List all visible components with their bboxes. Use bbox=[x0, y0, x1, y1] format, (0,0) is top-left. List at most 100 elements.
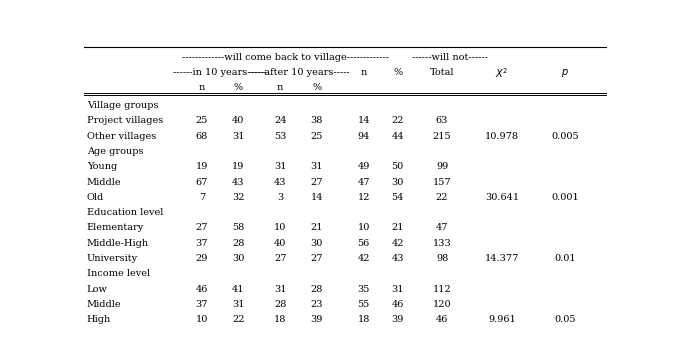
Text: 27: 27 bbox=[195, 224, 208, 233]
Text: 46: 46 bbox=[392, 300, 404, 309]
Text: 3: 3 bbox=[277, 193, 283, 202]
Text: 56: 56 bbox=[358, 239, 370, 248]
Text: University: University bbox=[87, 254, 138, 263]
Text: 46: 46 bbox=[195, 285, 208, 294]
Text: 99: 99 bbox=[436, 162, 448, 171]
Text: ------will not------: ------will not------ bbox=[412, 53, 488, 62]
Text: 112: 112 bbox=[433, 285, 452, 294]
Text: 31: 31 bbox=[274, 285, 286, 294]
Text: n: n bbox=[361, 68, 367, 77]
Text: ------in 10 years------: ------in 10 years------ bbox=[173, 68, 267, 77]
Text: 30: 30 bbox=[311, 239, 323, 248]
Text: 31: 31 bbox=[274, 162, 286, 171]
Text: 0.05: 0.05 bbox=[554, 315, 576, 324]
Text: 14: 14 bbox=[357, 116, 370, 125]
Text: 31: 31 bbox=[232, 300, 245, 309]
Text: 7: 7 bbox=[199, 193, 205, 202]
Text: 38: 38 bbox=[311, 116, 323, 125]
Text: %: % bbox=[393, 68, 402, 77]
Text: 39: 39 bbox=[311, 315, 323, 324]
Text: Education level: Education level bbox=[87, 208, 163, 217]
Text: 98: 98 bbox=[436, 254, 448, 263]
Text: 28: 28 bbox=[232, 239, 245, 248]
Text: $\it{X}^2$: $\it{X}^2$ bbox=[495, 66, 509, 80]
Text: Young: Young bbox=[87, 162, 117, 171]
Text: 43: 43 bbox=[274, 178, 286, 187]
Text: 21: 21 bbox=[392, 224, 404, 233]
Text: Total: Total bbox=[430, 68, 454, 77]
Text: 31: 31 bbox=[311, 162, 323, 171]
Text: 30: 30 bbox=[392, 178, 404, 187]
Text: 27: 27 bbox=[274, 254, 286, 263]
Text: 25: 25 bbox=[195, 116, 208, 125]
Text: 43: 43 bbox=[232, 178, 245, 187]
Text: 27: 27 bbox=[311, 178, 323, 187]
Text: n: n bbox=[277, 82, 283, 91]
Text: 54: 54 bbox=[392, 193, 404, 202]
Text: Low: Low bbox=[87, 285, 108, 294]
Text: 27: 27 bbox=[311, 254, 323, 263]
Text: 10: 10 bbox=[274, 224, 286, 233]
Text: 0.01: 0.01 bbox=[554, 254, 576, 263]
Text: 40: 40 bbox=[274, 239, 286, 248]
Text: 37: 37 bbox=[195, 239, 208, 248]
Text: 47: 47 bbox=[357, 178, 370, 187]
Text: 18: 18 bbox=[274, 315, 286, 324]
Text: 68: 68 bbox=[195, 132, 208, 141]
Text: 67: 67 bbox=[195, 178, 208, 187]
Text: 14.377: 14.377 bbox=[485, 254, 520, 263]
Text: 47: 47 bbox=[436, 224, 448, 233]
Text: n: n bbox=[199, 82, 205, 91]
Text: 18: 18 bbox=[357, 315, 370, 324]
Text: 21: 21 bbox=[311, 224, 323, 233]
Text: 63: 63 bbox=[436, 116, 448, 125]
Text: 25: 25 bbox=[311, 132, 323, 141]
Text: 14: 14 bbox=[311, 193, 323, 202]
Text: 19: 19 bbox=[232, 162, 245, 171]
Text: 215: 215 bbox=[433, 132, 452, 141]
Text: Village groups: Village groups bbox=[87, 101, 158, 110]
Text: 22: 22 bbox=[436, 193, 448, 202]
Text: 10: 10 bbox=[357, 224, 370, 233]
Text: Old: Old bbox=[87, 193, 104, 202]
Text: 31: 31 bbox=[232, 132, 245, 141]
Text: Middle: Middle bbox=[87, 178, 121, 187]
Text: Project villages: Project villages bbox=[87, 116, 163, 125]
Text: 40: 40 bbox=[232, 116, 245, 125]
Text: 35: 35 bbox=[357, 285, 370, 294]
Text: -------------will come back to village-------------: -------------will come back to village--… bbox=[182, 53, 389, 62]
Text: Middle-High: Middle-High bbox=[87, 239, 149, 248]
Text: High: High bbox=[87, 315, 111, 324]
Text: 29: 29 bbox=[195, 254, 208, 263]
Text: 31: 31 bbox=[392, 285, 404, 294]
Text: 37: 37 bbox=[195, 300, 208, 309]
Text: 9.961: 9.961 bbox=[488, 315, 516, 324]
Text: 49: 49 bbox=[357, 162, 370, 171]
Text: 94: 94 bbox=[357, 132, 370, 141]
Text: %: % bbox=[234, 82, 243, 91]
Text: 22: 22 bbox=[392, 116, 404, 125]
Text: 39: 39 bbox=[392, 315, 404, 324]
Text: 41: 41 bbox=[232, 285, 245, 294]
Text: 12: 12 bbox=[357, 193, 370, 202]
Text: Other villages: Other villages bbox=[87, 132, 156, 141]
Text: %: % bbox=[312, 82, 321, 91]
Text: 28: 28 bbox=[274, 300, 286, 309]
Text: Age groups: Age groups bbox=[87, 147, 144, 156]
Text: 19: 19 bbox=[195, 162, 208, 171]
Text: 10: 10 bbox=[195, 315, 208, 324]
Text: 10.978: 10.978 bbox=[485, 132, 519, 141]
Text: 46: 46 bbox=[436, 315, 448, 324]
Text: 58: 58 bbox=[233, 224, 245, 233]
Text: 23: 23 bbox=[311, 300, 323, 309]
Text: 50: 50 bbox=[392, 162, 404, 171]
Text: 32: 32 bbox=[232, 193, 245, 202]
Text: Elementary: Elementary bbox=[87, 224, 144, 233]
Text: 0.001: 0.001 bbox=[551, 193, 579, 202]
Text: 42: 42 bbox=[392, 239, 404, 248]
Text: $\it{p}$: $\it{p}$ bbox=[561, 67, 569, 79]
Text: 120: 120 bbox=[433, 300, 452, 309]
Text: 55: 55 bbox=[358, 300, 370, 309]
Text: Middle: Middle bbox=[87, 300, 121, 309]
Text: 157: 157 bbox=[433, 178, 452, 187]
